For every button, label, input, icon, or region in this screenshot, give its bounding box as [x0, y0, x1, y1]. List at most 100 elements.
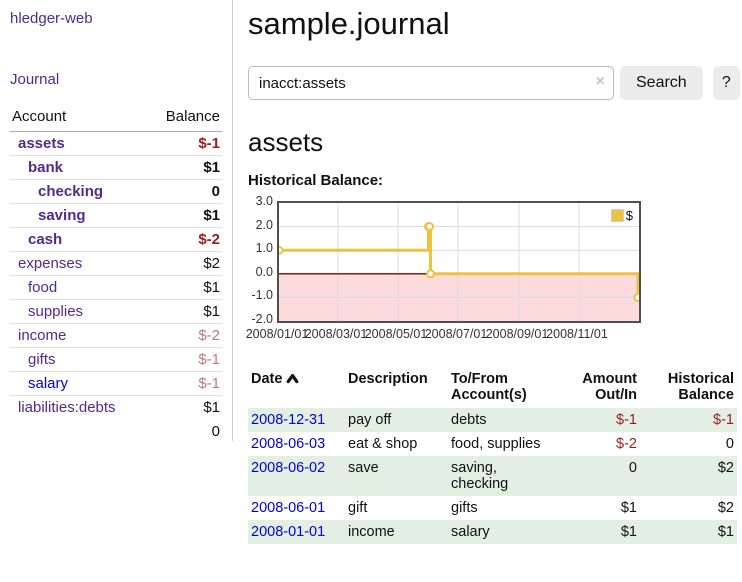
register-header-amount: Amount Out/In	[582, 371, 637, 403]
transaction-accounts: food, supplies	[451, 436, 541, 452]
transaction-date-link[interactable]: 2008-06-03	[251, 436, 326, 452]
account-link[interactable]: cash	[28, 231, 63, 248]
account-row: assets $-1	[10, 132, 222, 156]
transaction-row: 2008-06-01 gift gifts $1 $2	[248, 496, 737, 520]
accounts-total-value: 0	[211, 423, 220, 440]
chart-legend: $	[608, 207, 635, 224]
sort-ascending-icon	[287, 373, 299, 384]
chart-plot-area: $	[277, 201, 641, 323]
account-balance: $-1	[198, 135, 220, 152]
account-balance: $1	[147, 275, 222, 300]
transaction-accounts: salary	[451, 524, 490, 540]
data-point-marker	[279, 245, 284, 255]
transaction-description: pay off	[348, 412, 392, 428]
account-link[interactable]: salary	[28, 375, 69, 392]
transaction-amount: 0	[628, 460, 637, 476]
accounts-total-row: 0	[10, 419, 222, 444]
search-box: ×	[248, 66, 614, 100]
transaction-row: 2008-01-01 income salary $1 $1	[248, 520, 737, 544]
register-header-balance: Historical Balance	[667, 371, 734, 403]
x-tick-label: 2008/05/01	[364, 327, 428, 341]
account-balance: $-2	[147, 323, 222, 348]
y-tick-label: 2.0	[255, 217, 273, 232]
account-link[interactable]: supplies	[28, 303, 84, 320]
transaction-balance: $2	[717, 500, 734, 516]
search-button[interactable]: Search	[620, 66, 703, 100]
register-header-row: Date Description To/From Account(s) Amou…	[248, 369, 737, 408]
account-row: food $1	[10, 275, 222, 300]
data-point-marker	[424, 222, 434, 232]
transaction-date-link[interactable]: 2008-06-01	[251, 500, 326, 516]
account-link[interactable]: checking	[38, 183, 104, 200]
transaction-balance: 0	[725, 436, 734, 452]
historical-balance-chart: $ 3.0 2.0 1.0 0.0 -1.0 -2.0 2008/01/01 2008/03…	[246, 194, 740, 347]
account-link[interactable]: saving	[38, 207, 86, 224]
y-tick-label: 0.0	[255, 264, 273, 279]
legend-swatch-icon	[609, 208, 625, 223]
search-input[interactable]	[248, 66, 614, 100]
app-title-link[interactable]: hledger-web	[10, 10, 93, 27]
transaction-amount: $1	[620, 500, 637, 516]
account-row: bank $1	[10, 155, 222, 180]
y-tick-label: -1.0	[251, 288, 273, 303]
transaction-balance: $-1	[713, 412, 734, 428]
account-row: checking 0	[10, 179, 222, 204]
transaction-balance: $2	[717, 460, 734, 476]
sidebar-item-journal[interactable]: Journal	[10, 71, 60, 88]
accounts-header-row: Account Balance	[10, 104, 222, 132]
account-balance: $1	[147, 155, 222, 180]
x-tick-label: 2008/03/01	[304, 327, 368, 341]
register-header-date[interactable]: Date	[248, 369, 345, 408]
account-link[interactable]: bank	[28, 159, 64, 176]
account-row: liabilities:debts $1	[10, 395, 222, 419]
transaction-date-link[interactable]: 2008-06-02	[251, 460, 326, 476]
transaction-accounts: debts	[451, 412, 487, 428]
register-tbody: 2008-12-31 pay off debts $-1 $-1 2008-06-03 ea…	[248, 408, 737, 544]
account-row: gifts $-1	[10, 347, 222, 372]
account-link[interactable]: liabilities:debts	[18, 399, 116, 416]
transaction-row: 2008-12-31 pay off debts $-1 $-1	[248, 408, 737, 432]
account-balance: 0	[147, 179, 222, 204]
transaction-row: 2008-06-03 eat & shop food, supplies $-2 0	[248, 432, 737, 456]
data-point-marker	[633, 292, 639, 302]
accounts-header-account: Account	[10, 104, 148, 132]
y-tick-label: -2.0	[251, 312, 273, 326]
chart-title: Historical Balance:	[248, 172, 384, 189]
transaction-description: save	[348, 460, 379, 476]
data-point-marker	[425, 269, 435, 279]
transaction-accounts: gifts	[451, 500, 478, 516]
account-link[interactable]: gifts	[28, 351, 56, 368]
register-table: Date Description To/From Account(s) Amou…	[248, 369, 737, 544]
legend-label: $	[625, 208, 633, 223]
account-link[interactable]: assets	[18, 135, 65, 152]
x-tick-label: 2008/09/01	[485, 327, 549, 341]
account-balance: $2	[147, 251, 222, 276]
transaction-date-link[interactable]: 2008-12-31	[251, 412, 326, 428]
transaction-amount: $-2	[616, 436, 637, 452]
account-link[interactable]: income	[18, 327, 67, 344]
account-link[interactable]: food	[28, 279, 58, 296]
register-header-accounts: To/From Account(s)	[451, 371, 527, 403]
transaction-description: income	[348, 524, 395, 540]
account-balance: $1	[147, 395, 222, 419]
accounts-table: Account Balance assets $-1 bank $1 checking 0…	[10, 104, 222, 444]
transaction-description: eat & shop	[348, 436, 418, 452]
transaction-accounts: saving, checking	[451, 460, 509, 492]
y-tick-label: 3.0	[255, 194, 273, 208]
transaction-balance: $1	[717, 524, 734, 540]
account-link[interactable]: expenses	[18, 255, 83, 272]
balance-chart-svg	[279, 203, 639, 321]
register-header-description: Description	[348, 371, 428, 387]
account-row: expenses $2	[10, 251, 222, 276]
account-row: cash $-2	[10, 227, 222, 252]
account-row: income $-2	[10, 323, 222, 348]
transaction-amount: $1	[620, 524, 637, 540]
account-row: saving $1	[10, 203, 222, 228]
account-balance: $1	[147, 203, 222, 228]
account-row: supplies $1	[10, 299, 222, 324]
x-tick-label: 2008/01/01	[245, 327, 309, 341]
transaction-date-link[interactable]: 2008-01-01	[251, 524, 326, 540]
help-button[interactable]: ?	[712, 66, 740, 100]
page-title: sample.journal	[248, 6, 450, 41]
clear-search-icon[interactable]: ×	[595, 73, 605, 90]
